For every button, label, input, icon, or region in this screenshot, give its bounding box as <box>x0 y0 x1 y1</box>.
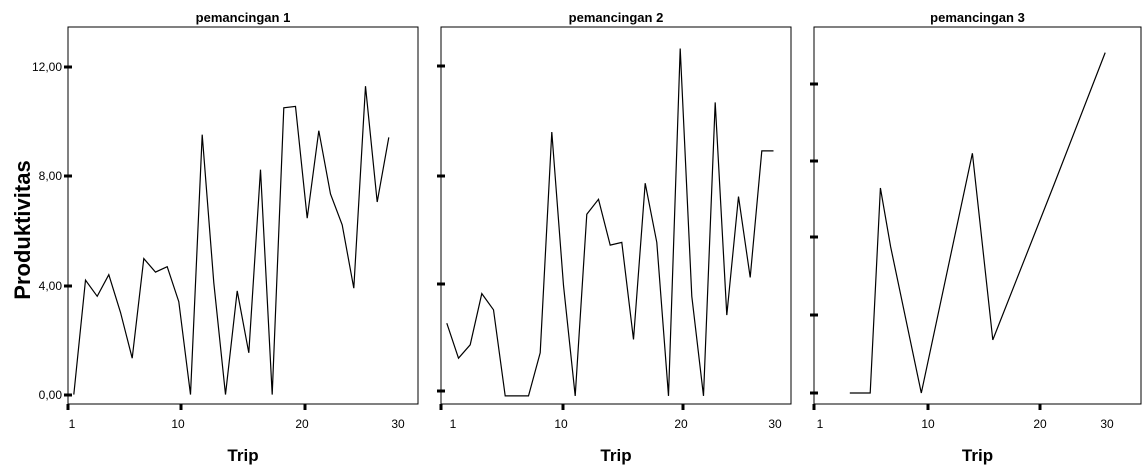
plot-frame <box>67 26 419 405</box>
y-axis-label: Produktivitas <box>10 160 35 299</box>
x-tick-label: 20 <box>1033 417 1047 431</box>
x-tick-label: 10 <box>921 417 935 431</box>
x-tick-label: 20 <box>674 417 688 431</box>
x-axis-label: Trip <box>600 446 631 465</box>
panel-title: pemancingan 2 <box>569 10 664 25</box>
panel-2: pemancingan 2 Trip 1 10 20 30 <box>437 10 792 465</box>
x-axis-label: Trip <box>962 446 993 465</box>
plot-frame <box>440 26 792 405</box>
y-tick-label: 0,00 <box>39 388 63 402</box>
panel-title: pemancingan 3 <box>930 10 1025 25</box>
x-tick-label: 30 <box>768 417 782 431</box>
y-tick-label: 12,00 <box>32 60 62 74</box>
y-tick-label: 8,00 <box>39 169 63 183</box>
series-line <box>73 86 390 395</box>
panel-3: pemancingan 3 Trip 1 10 20 30 <box>810 10 1142 465</box>
x-tick-label: 30 <box>1100 417 1114 431</box>
x-tick-label: 1 <box>450 417 457 431</box>
x-tick-label: 1 <box>817 417 824 431</box>
series-line <box>446 48 774 397</box>
plot-frame <box>813 26 1142 405</box>
y-tick-label: 4,00 <box>39 279 63 293</box>
panel-1: pemancingan 1 Trip 0,00 4,00 8,00 12,00 1 10 20 3… <box>32 10 419 465</box>
x-tick-label: 10 <box>171 417 185 431</box>
x-axis-label: Trip <box>227 446 258 465</box>
x-tick-label: 1 <box>69 417 76 431</box>
x-tick-label: 30 <box>391 417 405 431</box>
x-tick-label: 20 <box>295 417 309 431</box>
x-tick-label: 10 <box>554 417 568 431</box>
panel-title: pemancingan 1 <box>196 10 291 25</box>
series-line <box>849 52 1106 394</box>
